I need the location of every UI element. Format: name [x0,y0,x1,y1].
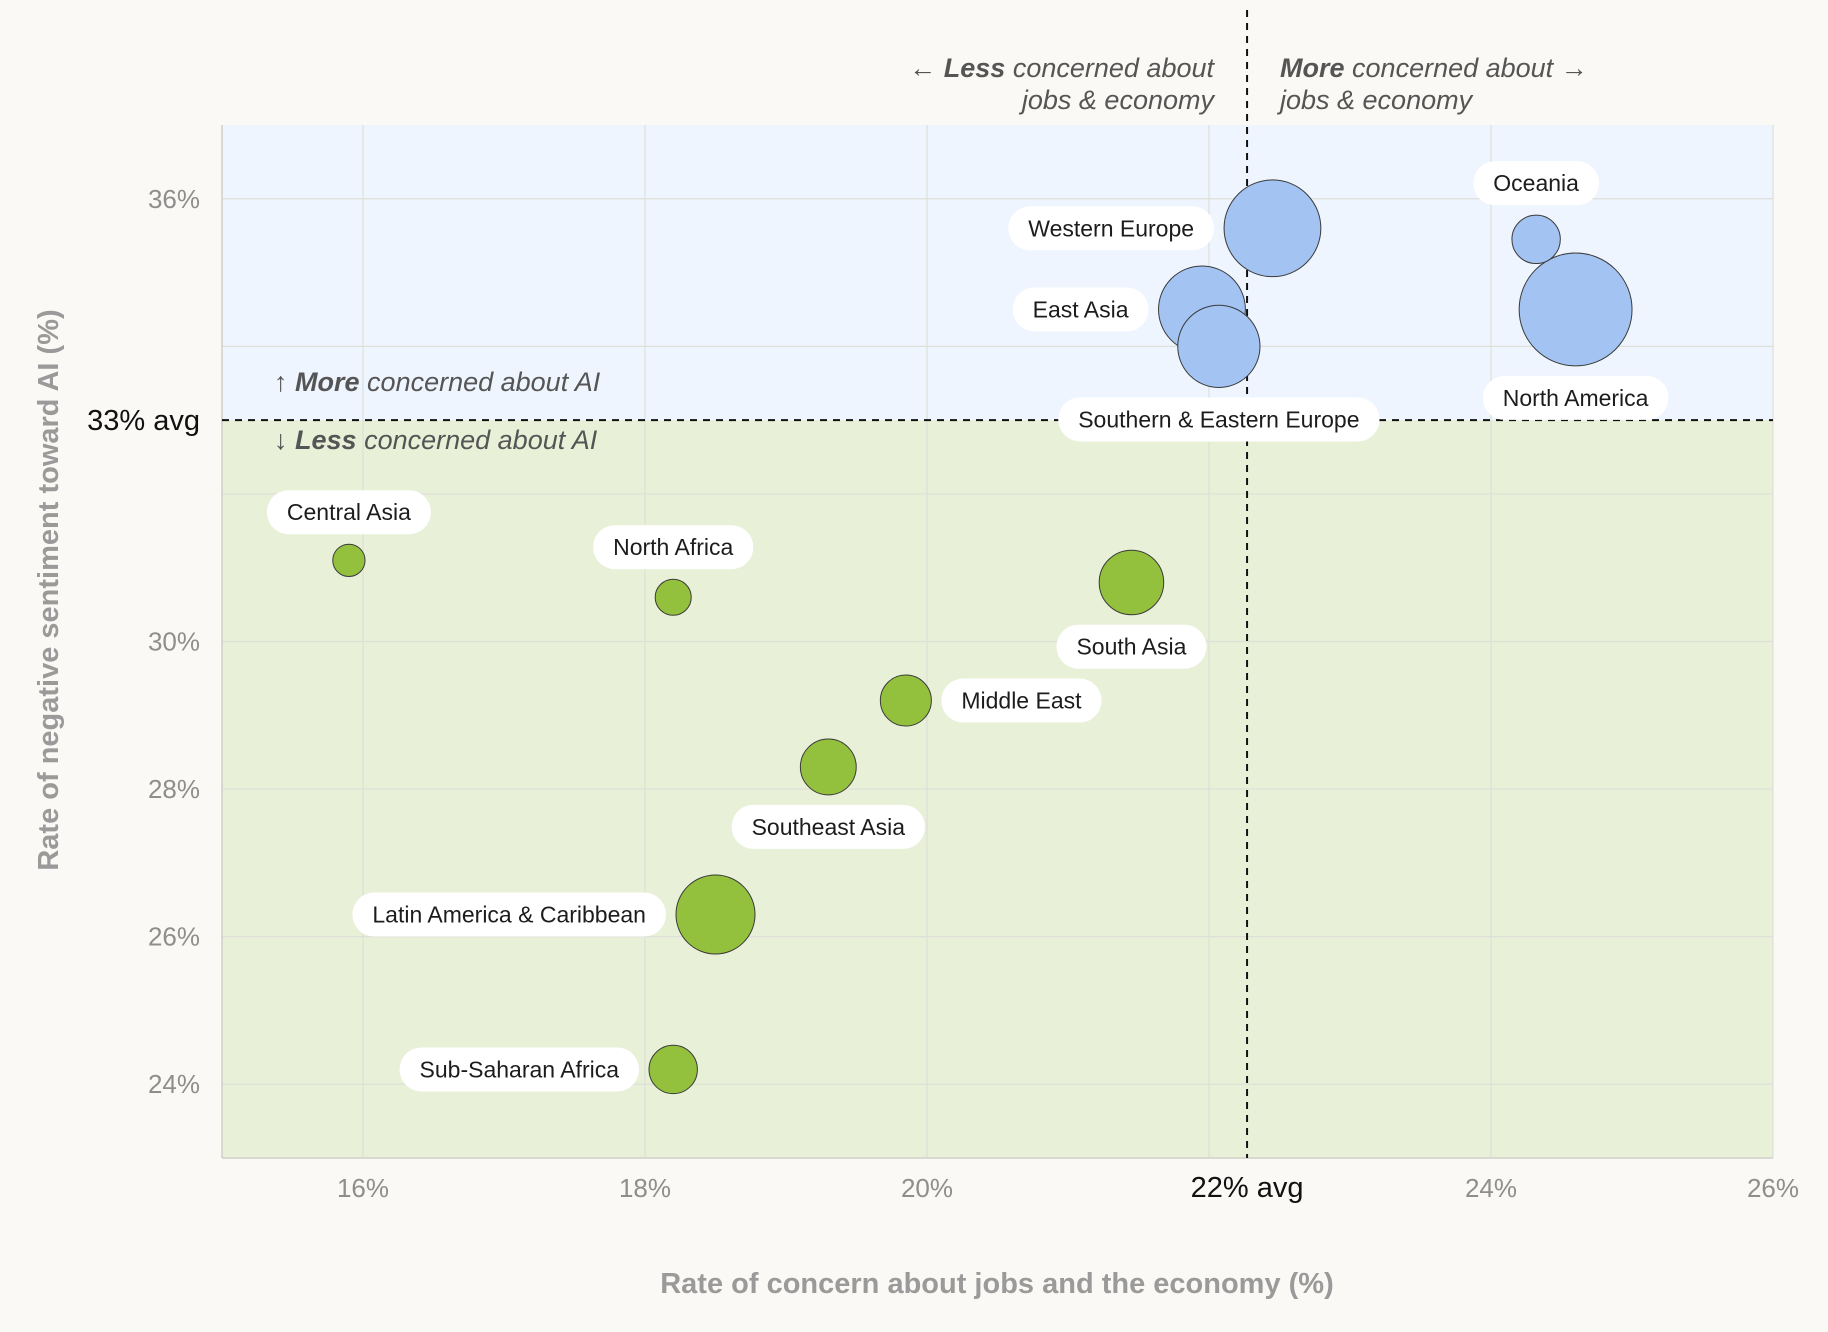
label-text: Oceania [1493,170,1579,196]
bubble-western-europe [1223,179,1322,278]
y-axis-title: Rate of negative sentiment toward AI (%) [33,309,65,870]
y-tick-label: 28% [148,774,200,804]
axis-ticks: 16% 18% 20% 24% 26% 24% 26% 28% 30% 36% 22% avg 33%… [87,184,1799,1204]
x-axis-title: Rate of concern about jobs and the econo… [660,1268,1334,1300]
annotation-more-jobs-line2: jobs & economy [1276,85,1474,115]
label-pill [1058,397,1380,442]
label-sub-saharan-africa: Sub-Saharan Africa [399,1047,640,1092]
annotation-less-jobs-line2: jobs & economy [1018,85,1216,115]
bubble-oceania [1511,214,1561,265]
label-pill [1056,624,1207,669]
label-oceania: Oceania [1473,161,1599,206]
label-pill [266,490,431,535]
y-avg-label: 33% avg [87,405,200,437]
label-north-america: North America [1482,375,1669,420]
label-text: Middle East [961,688,1082,714]
label-pill [593,525,754,570]
label-pill [1008,206,1215,251]
bubble-north-africa [654,578,692,616]
bubble-labels: Western Europe Oceania East Asia North Amer… [266,161,1669,1092]
label-text: Western Europe [1028,215,1194,241]
bubble-southern-eastern-europe [1177,304,1261,388]
annotation-less-jobs: ← Less concerned about [909,53,1215,83]
label-western-europe: Western Europe [1008,206,1215,251]
bubble-central-asia [332,543,366,577]
label-latin-america-caribbean: Latin America & Caribbean [352,892,666,937]
x-tick-label: 16% [337,1173,389,1203]
bubble-south-asia [1098,549,1165,616]
bubbles [332,179,1633,1095]
label-text: East Asia [1033,296,1129,322]
label-central-asia: Central Asia [266,490,431,535]
label-pill [941,678,1102,723]
label-east-asia: East Asia [1012,287,1149,332]
label-pill [352,892,666,937]
label-text: North America [1503,385,1649,411]
label-southeast-asia: Southeast Asia [731,804,926,849]
quadrant-annotations: ← Less concerned about jobs & economy Mo… [274,53,1588,455]
label-pill [731,804,926,849]
bubble-sub-saharan-africa [648,1044,698,1095]
y-tick-label: 24% [148,1069,200,1099]
label-text: Southern & Eastern Europe [1078,406,1359,432]
label-text: Latin America & Caribbean [372,902,646,928]
label-south-asia: South Asia [1056,624,1207,669]
bubble-latin-america-caribbean [675,874,756,955]
x-tick-label: 18% [619,1173,671,1203]
x-avg-label: 22% avg [1191,1172,1304,1204]
annotation-more-ai: ↑ More concerned about AI [274,367,601,397]
bubble-middle-east [879,674,932,727]
label-text: Central Asia [287,499,411,525]
label-southern-eastern-europe: Southern & Eastern Europe [1058,397,1380,442]
label-text: Sub-Saharan Africa [420,1056,620,1082]
x-tick-label: 20% [901,1173,953,1203]
label-middle-east: Middle East [941,678,1102,723]
bubble-southeast-asia [799,738,857,796]
label-pill [1482,375,1669,420]
y-tick-label: 30% [148,627,200,657]
label-north-africa: North Africa [593,525,754,570]
y-tick-label: 26% [148,922,200,952]
label-pill [399,1047,640,1092]
x-tick-label: 24% [1465,1173,1517,1203]
label-text: North Africa [613,534,733,560]
x-tick-label: 26% [1747,1173,1799,1203]
y-tick-label: 36% [148,184,200,214]
label-pill [1012,287,1149,332]
bubble-north-america [1518,252,1633,367]
label-pill [1473,161,1599,206]
label-text: Southeast Asia [752,814,906,840]
annotation-more-jobs: More concerned about → [1280,53,1588,83]
annotation-less-ai: ↓ Less concerned about AI [274,425,598,455]
label-text: South Asia [1076,634,1186,660]
